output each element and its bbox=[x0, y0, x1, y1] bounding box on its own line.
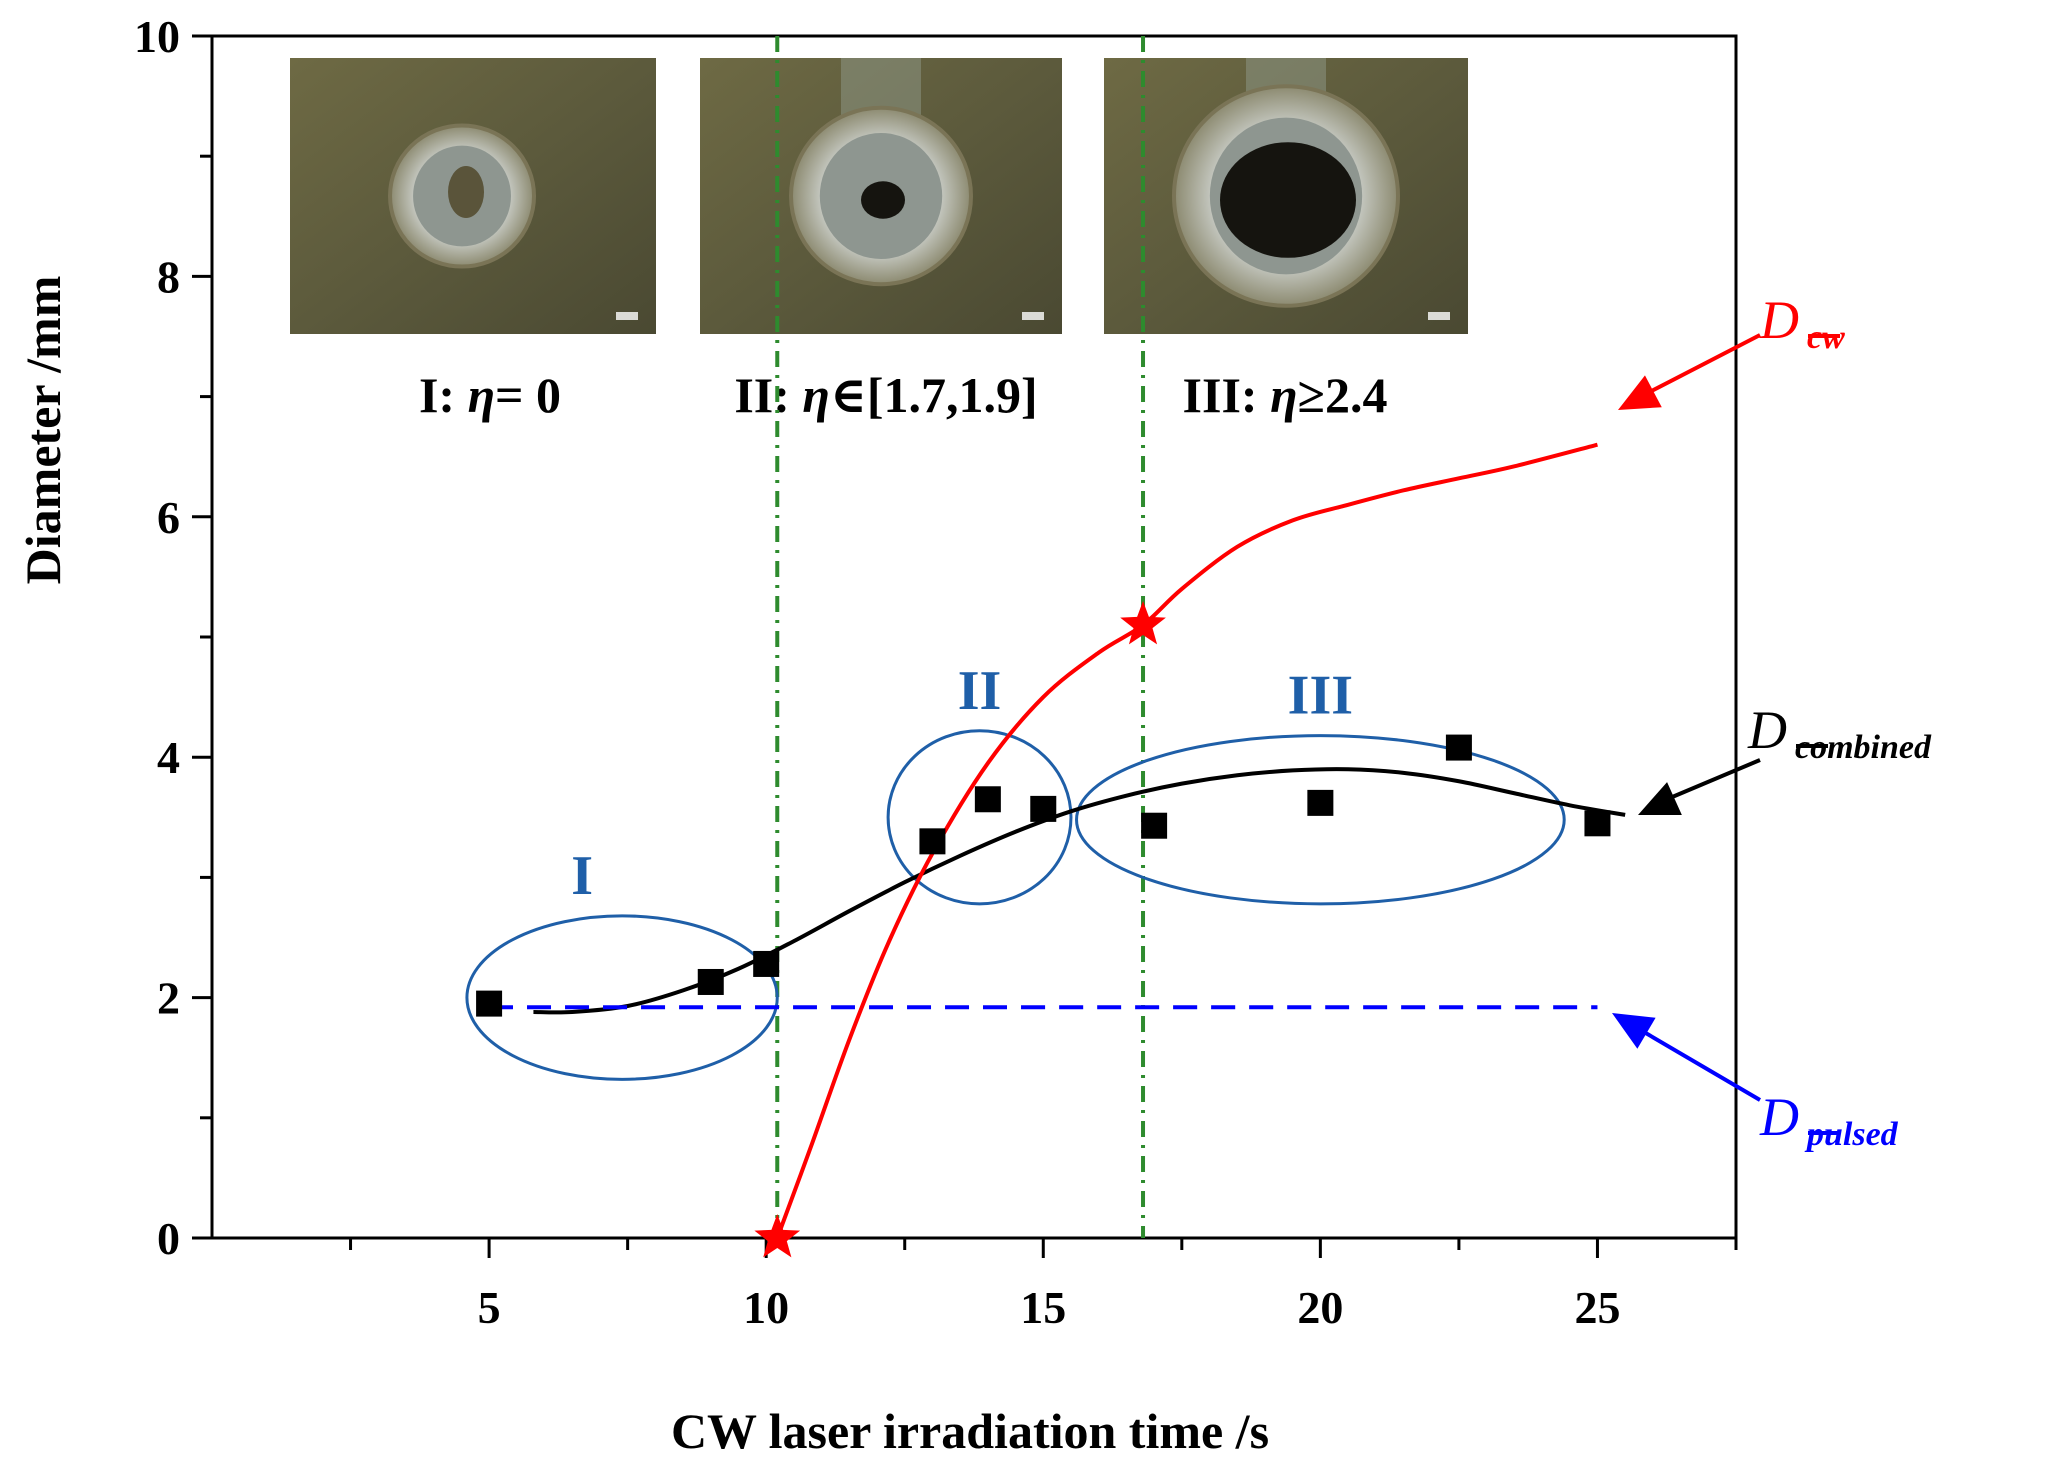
caption-roman: I: bbox=[419, 367, 468, 423]
y-tick-label: 10 bbox=[134, 11, 180, 62]
y-axis-label: Diameter /mm bbox=[15, 276, 71, 585]
x-tick-label: 5 bbox=[478, 1282, 501, 1333]
scale-bar bbox=[616, 312, 638, 320]
data-point bbox=[476, 990, 503, 1017]
star-marker bbox=[1120, 601, 1166, 645]
caption-roman: II: bbox=[734, 367, 802, 423]
x-tick-label: 20 bbox=[1297, 1282, 1343, 1333]
x-tick-label: 10 bbox=[743, 1282, 789, 1333]
series-line-cw bbox=[775, 442, 1598, 1239]
caption-eta: η bbox=[468, 367, 495, 423]
inset-caption: III: η≥2.4 bbox=[1183, 367, 1388, 423]
x-tick-label: 15 bbox=[1020, 1282, 1066, 1333]
data-point bbox=[919, 828, 946, 855]
label-arrow-head bbox=[1638, 782, 1682, 815]
y-tick-label: 0 bbox=[157, 1213, 180, 1264]
region-label: III bbox=[1288, 665, 1353, 727]
axis-ticks bbox=[192, 34, 1738, 1258]
caption-range: ≥2.4 bbox=[1298, 367, 1388, 423]
data-point bbox=[1445, 734, 1472, 761]
caption-range: ∈[1.7,1.9] bbox=[830, 367, 1038, 423]
caption-eta: η bbox=[802, 367, 829, 423]
label-arrow-head bbox=[1612, 1013, 1656, 1049]
y-tick-label: 4 bbox=[157, 732, 180, 783]
inset-photo-3 bbox=[1104, 58, 1468, 334]
label-arrow-head bbox=[1618, 375, 1662, 410]
data-point bbox=[1584, 810, 1611, 837]
y-tick-label: 2 bbox=[157, 973, 180, 1024]
data-point bbox=[1030, 795, 1057, 822]
y-tick-label: 6 bbox=[157, 492, 180, 543]
data-point bbox=[1307, 789, 1334, 816]
y-tick-label: 8 bbox=[157, 251, 180, 302]
inset-photo-2 bbox=[700, 58, 1062, 334]
through-hole bbox=[861, 181, 905, 219]
label-arrow-line bbox=[1630, 1023, 1762, 1102]
series-lines bbox=[489, 442, 1626, 1239]
scatter-points bbox=[476, 734, 1611, 1017]
label-arrow-line bbox=[1657, 758, 1761, 805]
inset-caption: I: η= 0 bbox=[419, 367, 561, 423]
inset-photos bbox=[290, 58, 1468, 334]
through-hole bbox=[1220, 142, 1356, 258]
caption-eta: η bbox=[1270, 367, 1297, 423]
series-label-main: D bbox=[1759, 1087, 1799, 1147]
label-arrow-line bbox=[1637, 333, 1761, 400]
phase-boundary-lines bbox=[775, 36, 1146, 1238]
caption-range: = 0 bbox=[495, 367, 561, 423]
star-marker bbox=[754, 1214, 801, 1258]
star-markers bbox=[754, 601, 1166, 1258]
region-ellipse bbox=[886, 729, 1073, 906]
region-label: I bbox=[571, 845, 593, 907]
region-ellipse bbox=[1075, 734, 1566, 906]
inset-photo-1 bbox=[290, 58, 656, 334]
inset-caption: II: η∈[1.7,1.9] bbox=[734, 367, 1037, 423]
region-ellipses: III III bbox=[465, 660, 1566, 1081]
data-point bbox=[753, 950, 780, 977]
data-point bbox=[697, 968, 724, 995]
x-axis-label: CW laser irradiation time /s bbox=[671, 1403, 1269, 1459]
x-tick-label: 25 bbox=[1574, 1282, 1620, 1333]
series-label-main: D bbox=[1747, 700, 1787, 760]
axis-tick-labels: 5 10 15 20 25 0 2 4 6 8 10 bbox=[134, 11, 1620, 1333]
data-point bbox=[974, 786, 1001, 813]
data-point bbox=[1141, 812, 1168, 839]
region-label: II bbox=[958, 660, 1002, 722]
inset-captions: I: η= 0 II: η∈[1.7,1.9] III: η≥2.4 bbox=[419, 367, 1388, 423]
series-label-main: D bbox=[1759, 290, 1799, 350]
scale-bar bbox=[1022, 312, 1044, 320]
melt-pit bbox=[448, 166, 485, 218]
scale-bar bbox=[1428, 312, 1450, 320]
region-ellipse bbox=[465, 914, 779, 1081]
caption-roman: III: bbox=[1183, 367, 1271, 423]
